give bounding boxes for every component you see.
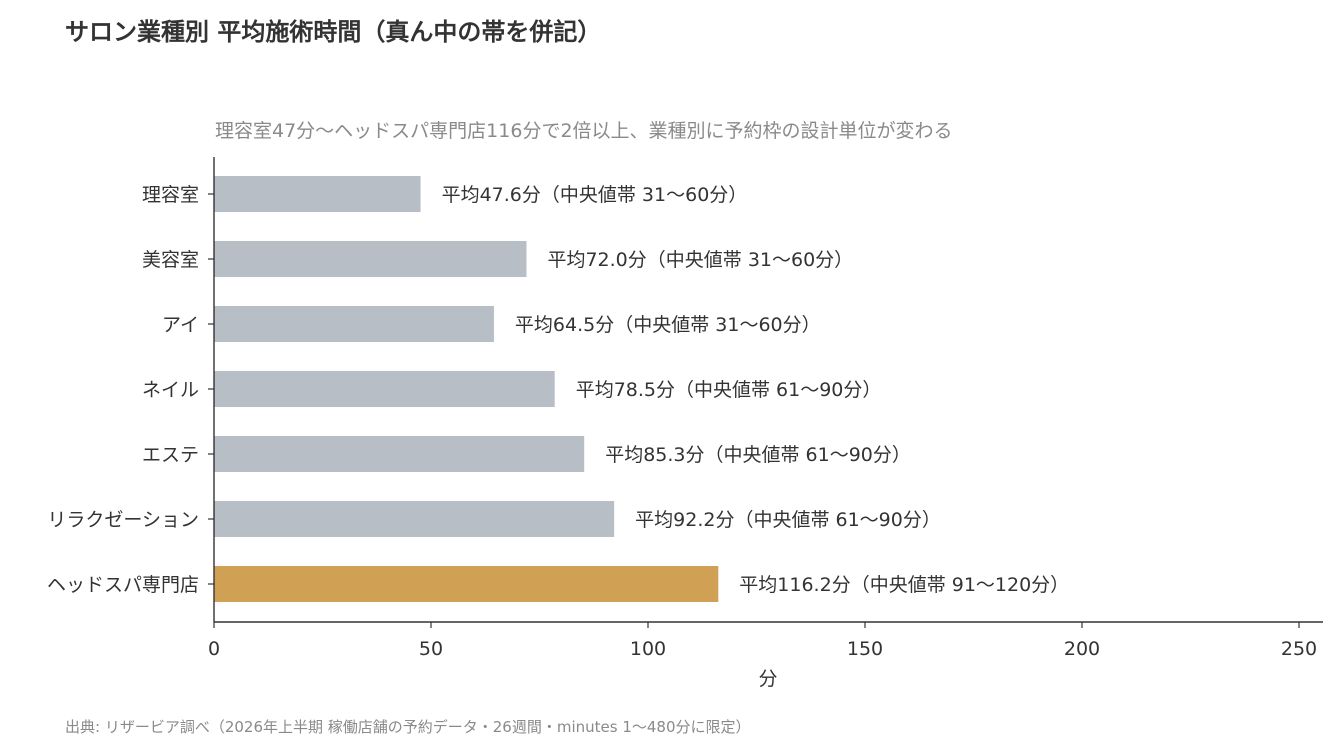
category-label-3: ネイル: [142, 379, 199, 401]
data-label-4: 平均85.3分（中央値帯 61〜90分）: [605, 444, 911, 466]
chart-subtitle: 理容室47分〜ヘッドスパ専門店116分で2倍以上、業種別に予約枠の設計単位が変わ…: [215, 120, 953, 142]
x-tick-label-3: 150: [847, 638, 883, 660]
x-tick-label-0: 0: [208, 638, 220, 660]
data-label-6: 平均116.2分（中央値帯 91〜120分）: [739, 574, 1069, 596]
category-label-0: 理容室: [142, 184, 199, 206]
bar-2: [214, 306, 494, 342]
category-label-4: エステ: [142, 444, 199, 466]
category-label-1: 美容室: [142, 249, 199, 271]
x-tick-label-2: 100: [630, 638, 666, 660]
bar-4: [214, 436, 585, 472]
x-axis-label: 分: [758, 668, 777, 690]
x-tick-label-5: 250: [1281, 638, 1317, 660]
bar-0: [214, 176, 421, 212]
data-label-0: 平均47.6分（中央値帯 31〜60分）: [442, 184, 748, 206]
category-label-6: ヘッドスパ専門店: [47, 574, 199, 596]
data-label-2: 平均64.5分（中央値帯 31〜60分）: [515, 314, 821, 336]
x-tick-label-4: 200: [1064, 638, 1100, 660]
source-note: 出典: リザービア調べ（2026年上半期 稼働店舗の予約データ・26週間・min…: [65, 718, 751, 736]
bar-1: [214, 241, 527, 277]
bar-6: [214, 566, 719, 602]
category-label-5: リラクゼーション: [47, 509, 199, 531]
x-tick-label-1: 50: [419, 638, 443, 660]
bar-3: [214, 371, 555, 407]
chart-title: サロン業種別 平均施術時間（真ん中の帯を併記）: [65, 18, 602, 46]
data-label-3: 平均78.5分（中央値帯 61〜90分）: [576, 379, 882, 401]
bar-5: [214, 501, 615, 537]
data-label-5: 平均92.2分（中央値帯 61〜90分）: [635, 509, 941, 531]
category-label-2: アイ: [162, 314, 199, 336]
data-label-1: 平均72.0分（中央値帯 31〜60分）: [547, 249, 853, 271]
